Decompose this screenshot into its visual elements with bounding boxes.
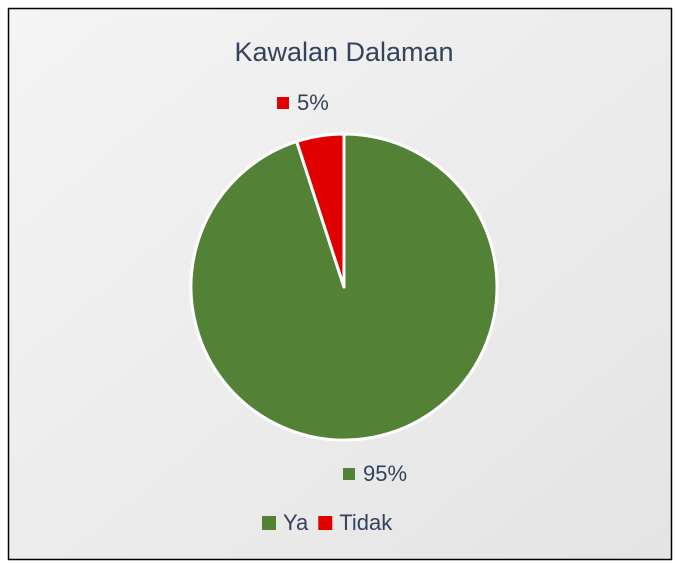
label-key (343, 468, 355, 480)
chart-title: Kawalan Dalaman (234, 37, 453, 67)
legend-key (318, 516, 333, 530)
legend-label: Tidak (339, 510, 393, 535)
pie-slice (295, 132, 346, 289)
legend-label: Ya (283, 510, 309, 535)
label-key (277, 97, 289, 109)
data-label: 5% (297, 90, 329, 115)
data-label: 95% (363, 461, 407, 486)
legend-key (262, 516, 276, 530)
